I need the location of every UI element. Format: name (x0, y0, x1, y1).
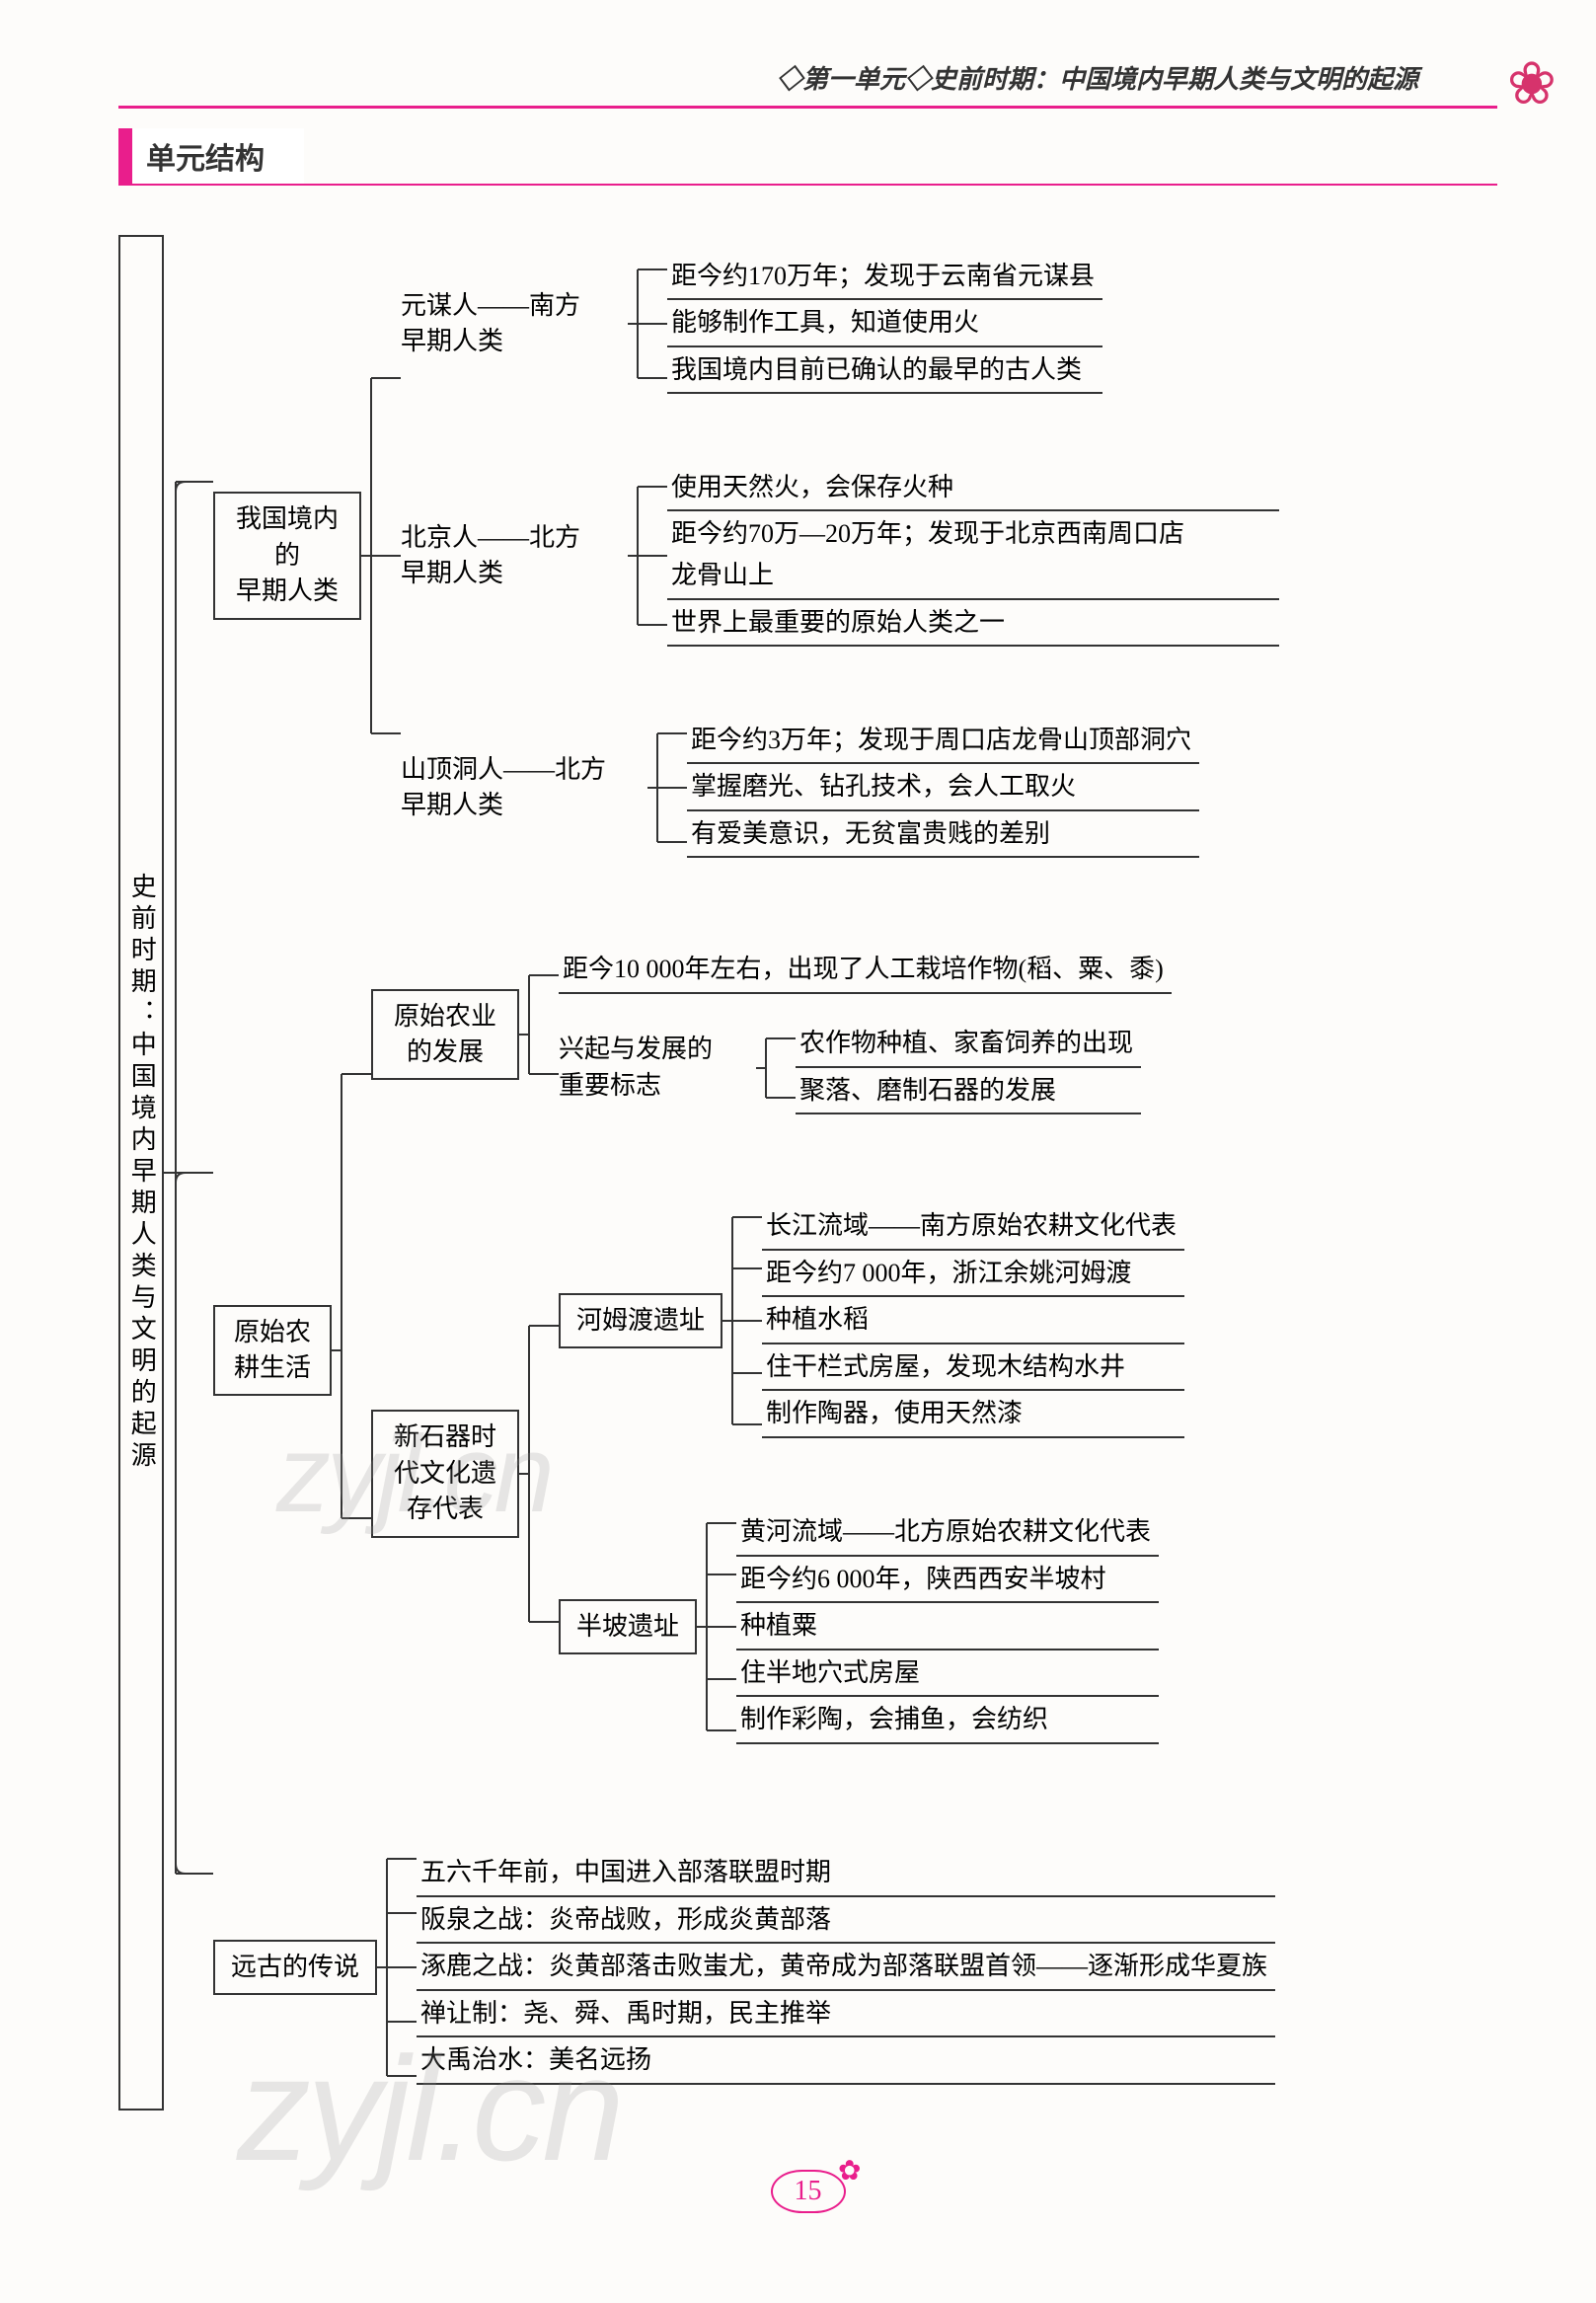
leaf: 长江流域——南方原始农耕文化代表 (762, 1203, 1184, 1251)
branch-2-label-text: 原始农耕生活 (234, 1318, 311, 1382)
flower-icon: ✿ (838, 2154, 861, 2188)
branch-1: 我国境内的早期人类 元谋人——南方早期人类 距今约170万年；发现于云南省元谋县… (213, 245, 1279, 867)
b1-c2: 北京人——北方早期人类 使用天然火，会保存火种 距今约70万—20万年；发现于北… (401, 462, 1279, 650)
leaf: 世界上最重要的原始人类之一 (667, 600, 1279, 648)
root-bracket (164, 235, 213, 2111)
b2-c1-sub-label: 兴起与发展的重要标志 (559, 1032, 756, 1104)
b1-c3-label-text: 山顶洞人——北方早期人类 (401, 755, 606, 819)
b2-c1-sub-bracket (756, 1014, 796, 1122)
page-number-wrap: 15 ✿ (118, 2170, 1497, 2213)
hemudu-leaves: 长江流域——南方原始农耕文化代表 距今约7 000年，浙江余姚河姆渡 种植水稻 … (762, 1203, 1184, 1438)
leaf: 黄河流域——北方原始农耕文化代表 (736, 1509, 1159, 1557)
branch-3-label: 远古的传说 (213, 1940, 377, 1995)
branch-1-label-text: 我国境内的早期人类 (236, 504, 339, 605)
banpo-bracket (697, 1498, 736, 1755)
banpo-leaves: 黄河流域——北方原始农耕文化代表 距今约6 000年，陕西西安半坡村 种植粟 住… (736, 1509, 1159, 1744)
leaf: 距今约7 000年，浙江余姚河姆渡 (762, 1251, 1184, 1298)
b2-c2-hemudu: 河姆渡遗址 长江流域——南方原始农耕文化代表 距今约7 000年，浙江余姚河姆渡… (559, 1192, 1184, 1449)
b1-c3: 山顶洞人——北方早期人类 距今约3万年；发现于周口店龙骨山顶部洞穴 掌握磨光、钻… (401, 709, 1279, 867)
branch-3-label-text: 远古的传说 (231, 1953, 359, 1981)
b2-c2-bracket (519, 1197, 559, 1750)
b2-c1: 原始农业的发展 距今10 000年左右，出现了人工栽培作物(稻、粟、黍) 兴起与… (371, 946, 1184, 1123)
leaf: 住半地穴式房屋 (736, 1650, 1159, 1698)
b2-c1-sub: 兴起与发展的重要标志 农作物种植、家畜饲养的出现 聚落、磨制石器的发展 (559, 1014, 1172, 1122)
header-rule (118, 106, 1497, 109)
b1-c1-label-text: 元谋人——南方早期人类 (401, 291, 580, 355)
b1-c1: 元谋人——南方早期人类 距今约170万年；发现于云南省元谋县 能够制作工具，知道… (401, 245, 1279, 403)
b1-c1-bracket (628, 245, 667, 403)
branch-2: 原始农耕生活 原始农业的发展 距今10 000年左右，出现了人工栽培作物(稻、粟… (213, 946, 1279, 1755)
section-rule (118, 184, 1497, 186)
b2-c2-banpo: 半坡遗址 黄河流域——北方原始农耕文化代表 距今约6 000年，陕西西安半坡村 … (559, 1498, 1184, 1755)
header-breadcrumb: ◇第一单元◇史前时期：中国境内早期人类与文明的起源 (118, 59, 1497, 96)
banpo-label: 半坡遗址 (559, 1599, 697, 1654)
section-title: 单元结构 (118, 128, 304, 186)
b1-c2-bracket (628, 462, 667, 650)
branch-1-children: 元谋人——南方早期人类 距今约170万年；发现于云南省元谋县 能够制作工具，知道… (401, 245, 1279, 867)
root-node: 史前时期：中国境内早期人类与文明的起源 (118, 235, 164, 2111)
branch-2-bracket (332, 965, 371, 1735)
leaf: 能够制作工具，知道使用火 (667, 300, 1102, 347)
b1-c3-leaves: 距今约3万年；发现于周口店龙骨山顶部洞穴 掌握磨光、钻孔技术，会人工取火 有爱美… (687, 718, 1199, 859)
leaf: 我国境内目前已确认的最早的古人类 (667, 347, 1102, 395)
page-number: 15 ✿ (771, 2170, 846, 2213)
branch-2-children: 原始农业的发展 距今10 000年左右，出现了人工栽培作物(稻、粟、黍) 兴起与… (371, 946, 1184, 1755)
branch-1-label: 我国境内的早期人类 (213, 492, 361, 619)
hemudu-label-text: 河姆渡遗址 (576, 1306, 705, 1335)
leaf: 使用天然火，会保存火种 (667, 465, 1279, 512)
branch-3-leaves: 五六千年前，中国进入部落联盟时期 阪泉之战：炎帝战败，形成炎黄部落 涿鹿之战：炎… (417, 1850, 1275, 2085)
branch-2-label: 原始农耕生活 (213, 1305, 332, 1397)
main-branches: 我国境内的早期人类 元谋人——南方早期人类 距今约170万年；发现于云南省元谋县… (213, 235, 1279, 2111)
b1-c2-label: 北京人——北方早期人类 (401, 520, 628, 592)
leaf: 制作彩陶，会捕鱼，会纺织 (736, 1697, 1159, 1744)
leaf: 掌握磨光、钻孔技术，会人工取火 (687, 764, 1199, 811)
b2-c2-label: 新石器时代文化遗存代表 (371, 1410, 519, 1537)
b1-c3-bracket (647, 709, 687, 867)
b1-c1-leaves: 距今约170万年；发现于云南省元谋县 能够制作工具，知道使用火 我国境内目前已确… (667, 254, 1102, 395)
leaf: 五六千年前，中国进入部落联盟时期 (417, 1850, 1275, 1897)
b2-c1-label: 原始农业的发展 (371, 989, 519, 1081)
branch-3-bracket (377, 1834, 417, 2101)
b2-c1-content: 距今10 000年左右，出现了人工栽培作物(稻、粟、黍) 兴起与发展的重要标志 … (559, 947, 1172, 1122)
leaf: 距今约6 000年，陕西西安半坡村 (736, 1557, 1159, 1604)
leaf: 距今约3万年；发现于周口店龙骨山顶部洞穴 (687, 718, 1199, 765)
leaf: 距今约170万年；发现于云南省元谋县 (667, 254, 1102, 301)
b2-c1-sub-label-text: 兴起与发展的重要标志 (559, 1035, 713, 1099)
b2-c2: 新石器时代文化遗存代表 河姆渡遗址 长江流域——南方原始农耕文化代表 距今约7 … (371, 1192, 1184, 1755)
b1-c2-label-text: 北京人——北方早期人类 (401, 523, 580, 587)
leaf: 农作物种植、家畜饲养的出现 (796, 1021, 1141, 1068)
hemudu-label: 河姆渡遗址 (559, 1293, 722, 1348)
branch-3: 远古的传说 五六千年前，中国进入部落联盟时期 阪泉之战：炎帝战败，形成炎黄部落 … (213, 1834, 1279, 2101)
b2-c2-children: 河姆渡遗址 长江流域——南方原始农耕文化代表 距今约7 000年，浙江余姚河姆渡… (559, 1192, 1184, 1755)
hemudu-bracket (722, 1192, 762, 1449)
leaf: 住干栏式房屋，发现木结构水井 (762, 1344, 1184, 1392)
leaf: 制作陶器，使用天然漆 (762, 1391, 1184, 1438)
banpo-label-text: 半坡遗址 (576, 1612, 679, 1641)
leaf: 有爱美意识，无贫富贵贱的差别 (687, 811, 1199, 859)
leaf: 禅让制：尧、舜、禹时期，民主推举 (417, 1991, 1275, 2038)
leaf: 种植粟 (736, 1603, 1159, 1650)
b2-c2-label-text: 新石器时代文化遗存代表 (394, 1422, 496, 1523)
b2-c1-bracket (519, 946, 559, 1123)
leaf: 阪泉之战：炎帝战败，形成炎黄部落 (417, 1897, 1275, 1945)
leaf: 种植水稻 (762, 1297, 1184, 1344)
b1-c1-label: 元谋人——南方早期人类 (401, 288, 628, 360)
leaf: 涿鹿之战：炎黄部落击败蚩尤，黄帝成为部落联盟首领——逐渐形成华夏族 (417, 1944, 1275, 1991)
branch-1-bracket (361, 299, 401, 812)
page-number-text: 15 (795, 2176, 822, 2206)
leaf: 距今约70万—20万年；发现于北京西南周口店龙骨山上 (667, 511, 1279, 599)
section-title-wrap: 单元结构 (118, 128, 1497, 186)
b1-c2-leaves: 使用天然火，会保存火种 距今约70万—20万年；发现于北京西南周口店龙骨山上 世… (667, 465, 1279, 647)
b1-c3-label: 山顶洞人——北方早期人类 (401, 752, 647, 824)
leaf: 聚落、磨制石器的发展 (796, 1068, 1141, 1115)
corner-decoration: ❀ (1507, 49, 1557, 118)
leaf: 大禹治水：美名远扬 (417, 2037, 1275, 2085)
page: ❀ ◇第一单元◇史前时期：中国境内早期人类与文明的起源 单元结构 史前时期：中国… (0, 0, 1596, 2292)
concept-tree: 史前时期：中国境内早期人类与文明的起源 我国境内的早期人类 元谋人——南方早期人… (118, 235, 1497, 2111)
b2-c1-sub-leaves: 农作物种植、家畜饲养的出现 聚落、磨制石器的发展 (796, 1021, 1141, 1114)
root-label: 史前时期：中国境内早期人类与文明的起源 (123, 873, 159, 1473)
b2-c1-label-text: 原始农业的发展 (394, 1002, 496, 1066)
leaf: 距今10 000年左右，出现了人工栽培作物(稻、粟、黍) (559, 947, 1172, 994)
